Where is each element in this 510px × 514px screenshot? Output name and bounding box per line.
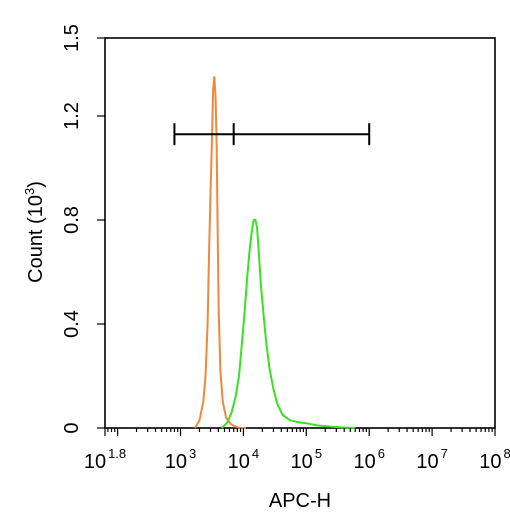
histogram-curve-1 bbox=[194, 76, 246, 429]
gate-marker bbox=[173, 123, 371, 146]
y-axis: 0 0.4 0.8 1.2 1.5 bbox=[61, 24, 105, 434]
y-tick-label: 1.5 bbox=[61, 24, 83, 52]
y-axis-title-exponent: 3 bbox=[22, 188, 37, 195]
y-tick-label: 0 bbox=[61, 422, 83, 433]
y-tick-label: 0.4 bbox=[61, 310, 83, 338]
y-tick-label: 0.8 bbox=[61, 206, 83, 234]
x-tick-label: 10 5 bbox=[291, 446, 322, 473]
x-tick-label: 10 4 bbox=[228, 446, 259, 473]
y-axis-title-close: ) bbox=[25, 181, 47, 188]
plot-frame bbox=[104, 37, 496, 429]
histogram-curve-2 bbox=[220, 219, 356, 429]
x-tick-label: 10 7 bbox=[416, 446, 447, 473]
x-axis: 10 1.8 10 3 10 4 10 5 10 6 10 7 10 8 bbox=[84, 428, 510, 473]
x-tick-label: 10 6 bbox=[353, 446, 384, 473]
y-tick-label: 1.2 bbox=[61, 102, 83, 130]
series-layer bbox=[194, 76, 356, 429]
y-axis-title: Count (103) bbox=[22, 181, 47, 283]
x-tick-label: 10 8 bbox=[479, 446, 510, 473]
x-axis-title: APC-H bbox=[269, 490, 331, 512]
x-tick-label: 10 1.8 bbox=[84, 446, 126, 473]
y-axis-title-text: Count (10 bbox=[25, 195, 47, 283]
x-tick-label: 10 3 bbox=[165, 446, 196, 473]
